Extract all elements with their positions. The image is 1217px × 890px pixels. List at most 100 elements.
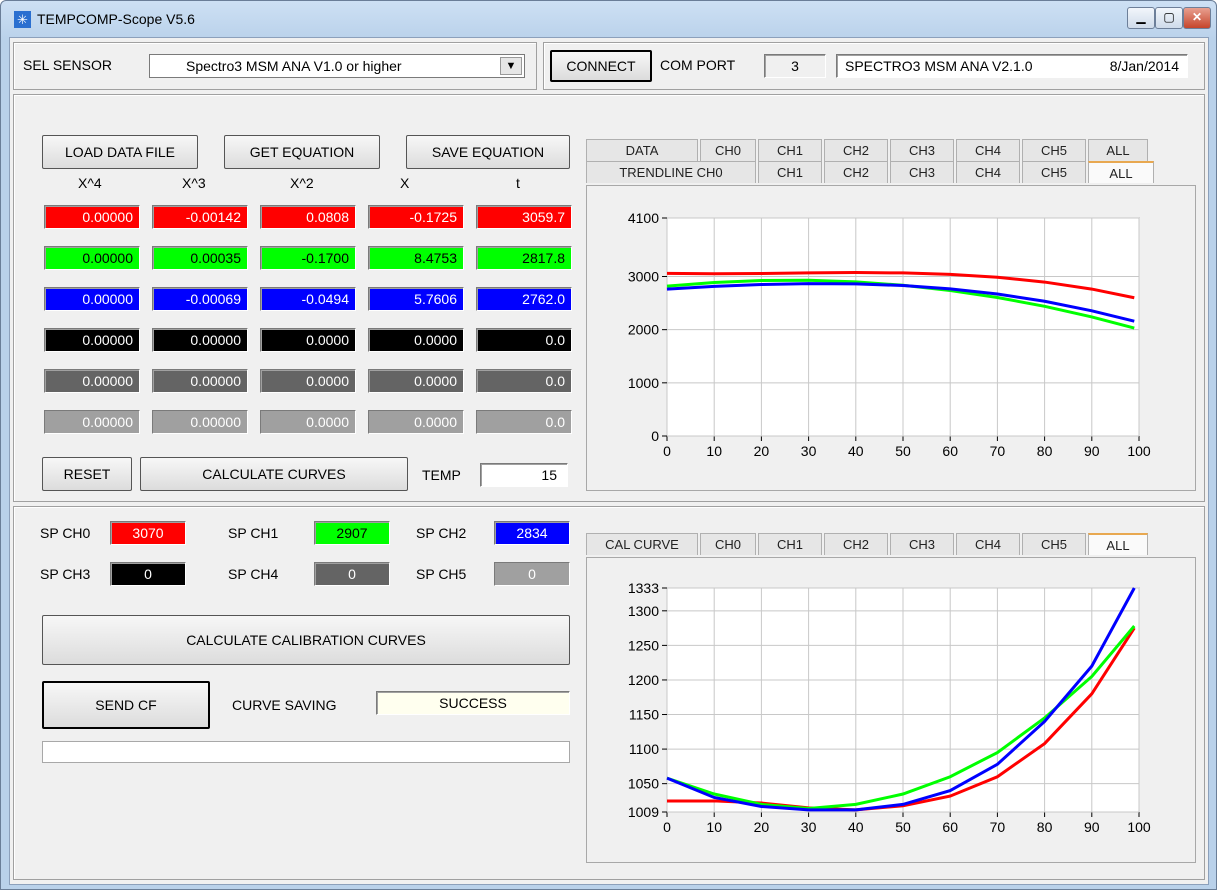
tab-trend-ch2[interactable]: CH2	[824, 161, 888, 183]
y-tick-label: 1250	[628, 637, 659, 653]
load-data-file-button[interactable]: LOAD DATA FILE	[42, 135, 198, 169]
tab-cal-ch3[interactable]: CH3	[890, 533, 954, 555]
coefficient-cell[interactable]: 0.0000	[368, 369, 464, 393]
x-tick-label: 20	[754, 443, 770, 459]
tab-ch5[interactable]: CH5	[1022, 139, 1086, 161]
curve-saving-label: CURVE SAVING	[232, 697, 337, 713]
com-port-field[interactable]: 3	[764, 54, 826, 78]
coefficient-cell[interactable]: 0.00000	[44, 369, 140, 393]
x-tick-label: 0	[663, 819, 671, 835]
tab-data[interactable]: DATA	[586, 139, 698, 161]
setpoint-value: 3070	[110, 521, 186, 545]
reset-button[interactable]: RESET	[42, 457, 132, 491]
coefficient-cell[interactable]: -0.00069	[152, 287, 248, 311]
tab-ch4[interactable]: CH4	[956, 139, 1020, 161]
coefficient-cell[interactable]: -0.1700	[260, 246, 356, 270]
tab-trend-ch1[interactable]: CH1	[758, 161, 822, 183]
header-x: X	[400, 175, 410, 191]
x-tick-label: 0	[663, 443, 671, 459]
coefficient-cell[interactable]: 0.0808	[260, 205, 356, 229]
series-line	[666, 271, 1135, 300]
setpoint-label: SP CH3	[40, 566, 91, 582]
tab-all[interactable]: ALL	[1088, 139, 1148, 161]
tab-trend-ch4[interactable]: CH4	[956, 161, 1020, 183]
coefficient-cell[interactable]: 0.00000	[152, 369, 248, 393]
coefficient-cell[interactable]: 3059.7	[476, 205, 572, 229]
coefficient-cell[interactable]: 0.00000	[44, 328, 140, 352]
coefficient-cell[interactable]: 0.00000	[152, 410, 248, 434]
send-cf-button[interactable]: SEND CF	[42, 681, 210, 729]
x-tick-label: 60	[942, 819, 958, 835]
coefficient-cell[interactable]: -0.00142	[152, 205, 248, 229]
get-equation-button[interactable]: GET EQUATION	[224, 135, 380, 169]
x-tick-label: 70	[990, 819, 1006, 835]
temp-input[interactable]: 15	[480, 463, 568, 487]
header-x2: X^2	[290, 175, 314, 191]
x-tick-label: 10	[706, 443, 722, 459]
client-area: SEL SENSOR Spectro3 MSM ANA V1.0 or high…	[9, 37, 1209, 885]
coefficient-cell[interactable]: 8.4753	[368, 246, 464, 270]
calculate-curves-button[interactable]: CALCULATE CURVES	[140, 457, 408, 491]
sensor-select-value: Spectro3 MSM ANA V1.0 or higher	[186, 58, 402, 74]
x-tick-label: 50	[895, 443, 911, 459]
coefficient-cell[interactable]: 0.0	[476, 410, 572, 434]
sensor-select[interactable]: Spectro3 MSM ANA V1.0 or higher ▼	[149, 54, 525, 78]
app-icon: ✳	[14, 11, 31, 28]
tab-trend-trendline-ch0[interactable]: TRENDLINE CH0	[586, 161, 756, 183]
minimize-button[interactable]: ▁	[1127, 7, 1155, 29]
connect-button[interactable]: CONNECT	[550, 50, 652, 82]
x-tick-label: 60	[942, 443, 958, 459]
coefficient-cell[interactable]: 0.0000	[368, 410, 464, 434]
coefficient-cell[interactable]: 0.0000	[368, 328, 464, 352]
x-tick-label: 100	[1127, 443, 1151, 459]
firmware-date: 8/Jan/2014	[1109, 58, 1179, 74]
setpoint-label: SP CH2	[416, 525, 467, 541]
y-tick-label: 2000	[628, 322, 659, 338]
tab-ch2[interactable]: CH2	[824, 139, 888, 161]
coefficient-cell[interactable]: 0.0	[476, 328, 572, 352]
tab-ch1[interactable]: CH1	[758, 139, 822, 161]
coefficient-cell[interactable]: 0.0000	[260, 328, 356, 352]
coefficient-cell[interactable]: 0.0000	[260, 369, 356, 393]
y-tick-label: 1150	[629, 707, 659, 723]
maximize-button[interactable]: ▢	[1155, 7, 1183, 29]
coefficient-cell[interactable]: 0.00000	[44, 287, 140, 311]
tab-cal-ch2[interactable]: CH2	[824, 533, 888, 555]
coefficient-cell[interactable]: 0.0000	[260, 410, 356, 434]
coefficient-cell[interactable]: 0.00000	[44, 246, 140, 270]
tab-cal-cal-curve[interactable]: CAL CURVE	[586, 533, 698, 555]
x-tick-label: 40	[848, 443, 864, 459]
tab-cal-ch4[interactable]: CH4	[956, 533, 1020, 555]
coefficient-cell[interactable]: 0.00000	[152, 328, 248, 352]
tab-cal-ch5[interactable]: CH5	[1022, 533, 1086, 555]
coefficient-cell[interactable]: 0.00035	[152, 246, 248, 270]
tab-cal-ch0[interactable]: CH0	[700, 533, 756, 555]
calibration-panel: SP CH0 3070 SP CH1 2907 SP CH2 2834 SP CH3 0 SP …	[13, 506, 1205, 880]
tab-cal-ch1[interactable]: CH1	[758, 533, 822, 555]
coefficient-cell[interactable]: 2762.0	[476, 287, 572, 311]
chevron-down-icon[interactable]: ▼	[500, 57, 522, 75]
temp-label: TEMP	[422, 467, 461, 483]
cal-chart-panel: 0 10 20 30 40 50 60 70 80 90 100 1009 1050 1100 1150 12…	[586, 557, 1196, 863]
coefficient-headers: X^4 X^3 X^2 X t	[44, 175, 574, 193]
coefficient-cell[interactable]: 0.00000	[44, 205, 140, 229]
header-x3: X^3	[182, 175, 206, 191]
tab-trend-all[interactable]: ALL	[1088, 161, 1154, 183]
tab-cal-all[interactable]: ALL	[1088, 533, 1148, 555]
calculate-calibration-curves-button[interactable]: CALCULATE CALIBRATION CURVES	[42, 615, 570, 665]
tab-ch0[interactable]: CH0	[700, 139, 756, 161]
save-equation-button[interactable]: SAVE EQUATION	[406, 135, 570, 169]
coefficient-cell[interactable]: 0.00000	[44, 410, 140, 434]
coefficient-cell[interactable]: 5.7606	[368, 287, 464, 311]
tab-trend-ch3[interactable]: CH3	[890, 161, 954, 183]
tab-trend-ch5[interactable]: CH5	[1022, 161, 1086, 183]
x-tick-label: 10	[706, 819, 722, 835]
coefficient-cell[interactable]: 0.0	[476, 369, 572, 393]
title-bar: ✳ TEMPCOMP-Scope V5.6 ▁ ▢ ✕	[1, 1, 1216, 37]
tab-ch3[interactable]: CH3	[890, 139, 954, 161]
coefficient-cell[interactable]: -0.1725	[368, 205, 464, 229]
coefficient-cell[interactable]: 2817.8	[476, 246, 572, 270]
coefficient-cell[interactable]: -0.0494	[260, 287, 356, 311]
close-button[interactable]: ✕	[1183, 7, 1211, 29]
